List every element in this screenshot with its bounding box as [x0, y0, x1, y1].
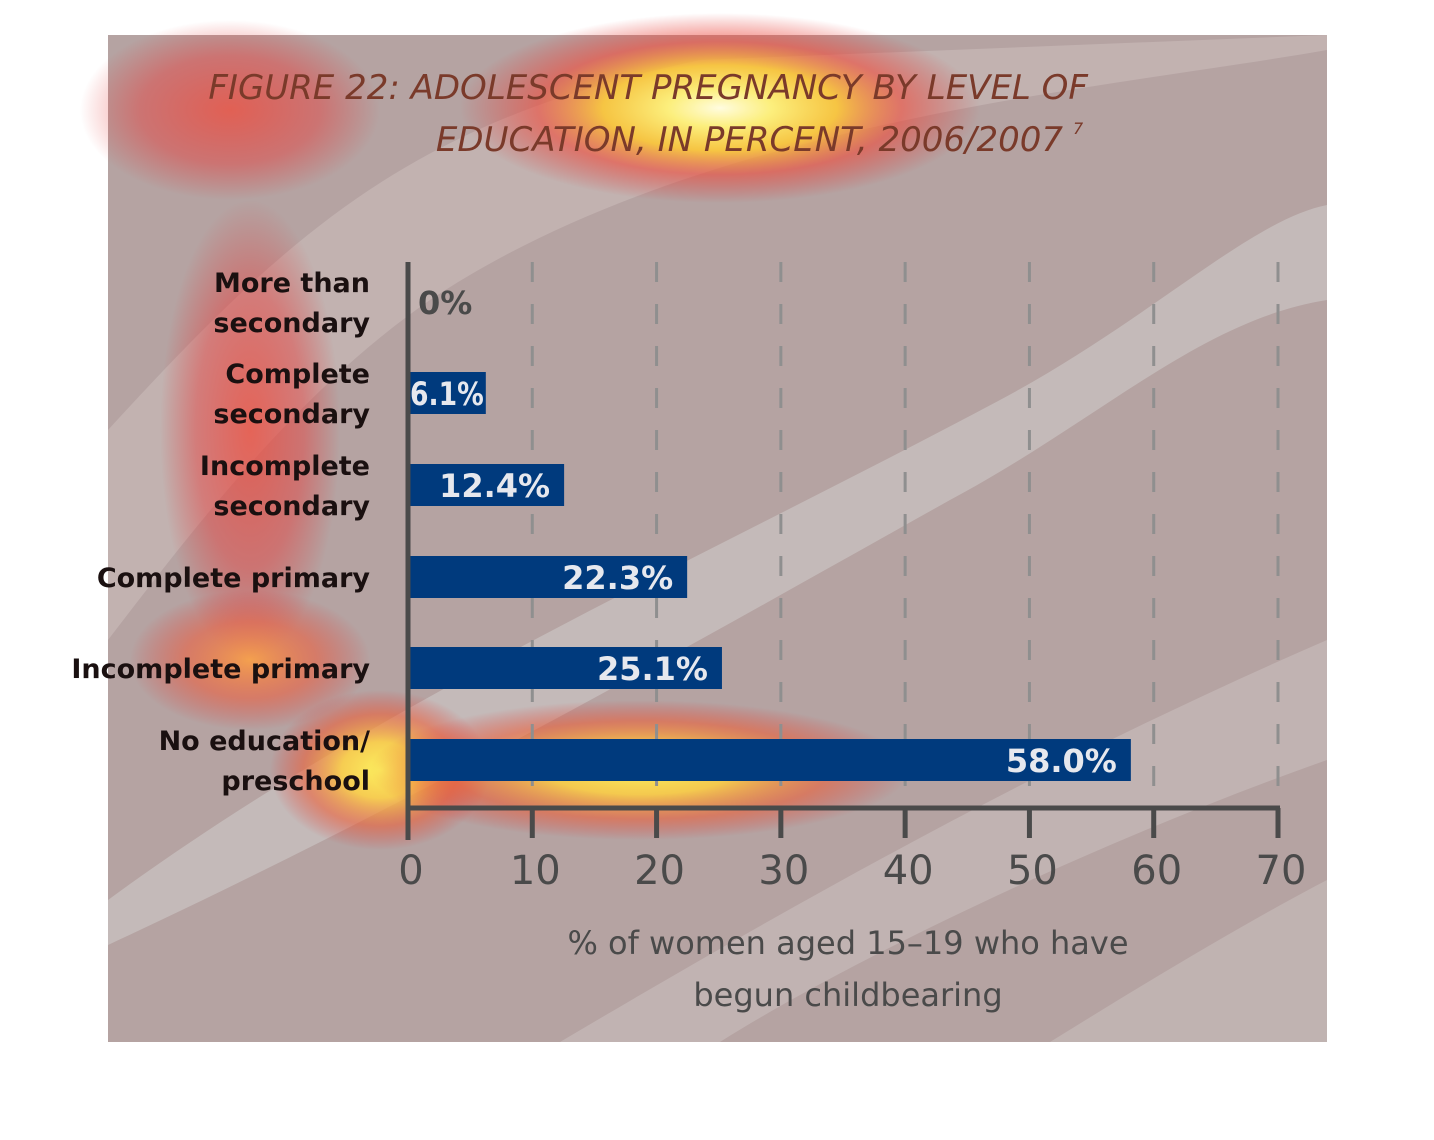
- background-wave: [560, 640, 1327, 1042]
- x-tick-labels: 0 10 20 30 40 50 60 70: [398, 848, 1306, 894]
- title-footnote: 7: [1073, 119, 1084, 138]
- x-tick-label: 50: [1007, 848, 1058, 894]
- category-label: Incomplete: [200, 451, 370, 482]
- bar: [410, 647, 722, 689]
- x-tick-label: 30: [758, 848, 809, 894]
- category-label: Incomplete primary: [71, 654, 370, 685]
- category-label: preschool: [221, 766, 370, 797]
- bar: [410, 464, 565, 506]
- bar-value-label: 6.1%: [410, 375, 484, 413]
- category-label: Complete primary: [97, 563, 371, 594]
- category-label: More than: [214, 268, 370, 299]
- bar-value-label: 0%: [418, 284, 472, 322]
- x-tick-label: 10: [510, 848, 561, 894]
- axes: [405, 262, 1281, 840]
- bar: [410, 372, 486, 414]
- bar-value-label: 22.3%: [562, 559, 673, 597]
- background-wave: [108, 35, 1327, 640]
- category-label: No education/: [159, 726, 371, 757]
- bar-value-label: 58.0%: [1006, 742, 1117, 780]
- category-label: secondary: [213, 491, 370, 522]
- category-label: Complete: [225, 359, 370, 390]
- bar: [410, 556, 688, 598]
- x-axis-label-line1: % of women aged 15–19 who have: [567, 924, 1128, 962]
- background-wave: [1050, 880, 1327, 1042]
- category-labels: More than secondary Complete secondary Incom…: [71, 268, 370, 797]
- bars: 0% 6.1% 12.4% 22.3% 25.1% 58.0%: [410, 284, 1131, 781]
- x-tick-label: 70: [1256, 848, 1307, 894]
- chart-title-line2: EDUCATION, IN PERCENT, 2006/2007: [436, 120, 1063, 160]
- x-tick-label: 0: [398, 848, 423, 894]
- x-tick-label: 60: [1131, 848, 1182, 894]
- chart-title-line1: FIGURE 22: ADOLESCENT PREGNANCY BY LEVEL…: [208, 68, 1088, 108]
- bar-value-label: 25.1%: [597, 650, 708, 688]
- bar: [410, 739, 1131, 781]
- category-label: secondary: [213, 399, 370, 430]
- chart-title-line2-text: EDUCATION, IN PERCENT, 2006/2007: [436, 120, 1063, 160]
- bar-value-label: 12.4%: [439, 467, 550, 505]
- grid-lines: [530, 262, 1280, 808]
- x-tick-label: 40: [883, 848, 934, 894]
- heatmap-overlay: [80, 13, 980, 850]
- x-axis-label-line2: begun childbearing: [693, 976, 1002, 1014]
- x-tick-label: 20: [634, 848, 685, 894]
- category-label: secondary: [213, 308, 370, 339]
